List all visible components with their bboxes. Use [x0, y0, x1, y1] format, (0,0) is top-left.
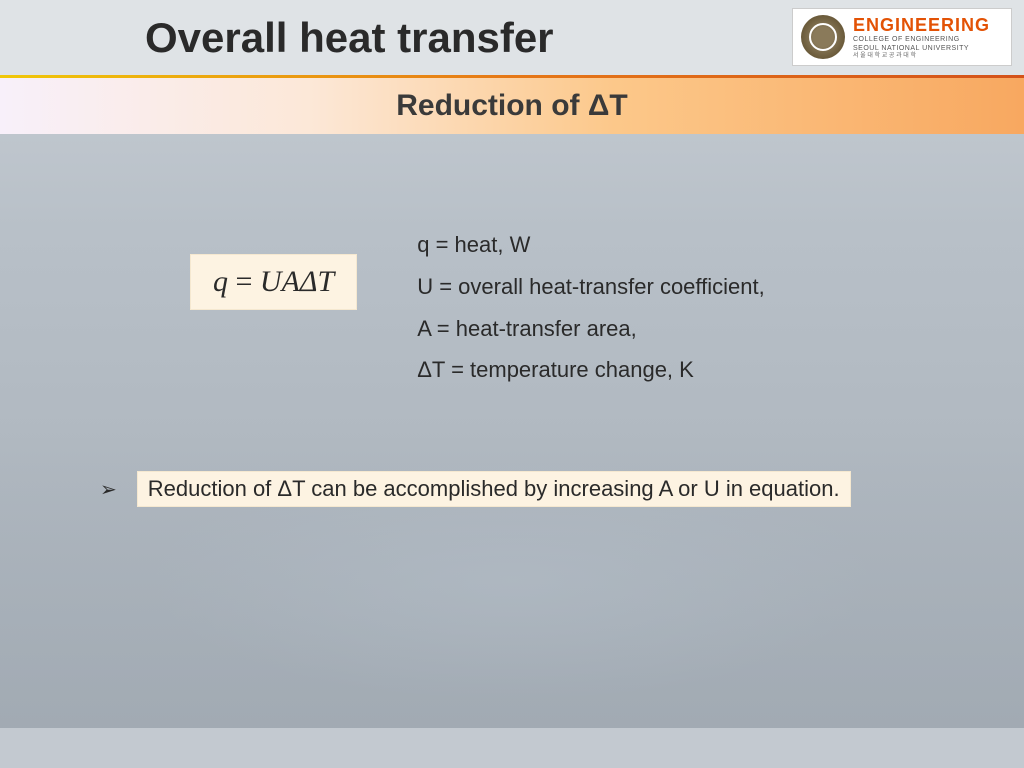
- eq-equals: =: [228, 265, 260, 298]
- equation-box: q = UAΔT: [190, 254, 357, 310]
- def-line: ΔT = temperature change, K: [417, 349, 765, 391]
- header-bar: Overall heat transfer ENGINEERING COLLEG…: [0, 0, 1024, 78]
- logo-main: ENGINEERING: [853, 16, 990, 34]
- subtitle-text: Reduction of ΔT: [396, 89, 628, 123]
- equation-row: q = UAΔT q = heat, W U = overall heat-tr…: [190, 224, 964, 391]
- logo-sub3: 서 울 대 학 교 공 과 대 학: [853, 53, 990, 59]
- eq-q: q: [213, 265, 228, 298]
- logo-box: ENGINEERING COLLEGE OF ENGINEERING SEOUL…: [792, 8, 1012, 66]
- content-area: q = UAΔT q = heat, W U = overall heat-tr…: [0, 134, 1024, 728]
- bottom-band: [0, 728, 1024, 768]
- def-line: U = overall heat-transfer coefficient,: [417, 266, 765, 308]
- university-emblem-icon: [801, 15, 845, 59]
- logo-sub2: SEOUL NATIONAL UNIVERSITY: [853, 45, 990, 52]
- definitions-list: q = heat, W U = overall heat-transfer co…: [417, 224, 765, 391]
- bullet-marker-icon: ➢: [100, 477, 117, 502]
- logo-sub1: COLLEGE OF ENGINEERING: [853, 36, 990, 43]
- def-line: q = heat, W: [417, 224, 765, 266]
- subtitle-bar: Reduction of ΔT: [0, 78, 1024, 134]
- bullet-text: Reduction of ΔT can be accomplished by i…: [137, 471, 851, 507]
- slide-title: Overall heat transfer: [145, 14, 554, 62]
- bullet-row: ➢ Reduction of ΔT can be accomplished by…: [100, 471, 964, 507]
- logo-text: ENGINEERING COLLEGE OF ENGINEERING SEOUL…: [853, 16, 990, 59]
- def-line: A = heat-transfer area,: [417, 308, 765, 350]
- eq-rhs: UAΔT: [260, 265, 334, 298]
